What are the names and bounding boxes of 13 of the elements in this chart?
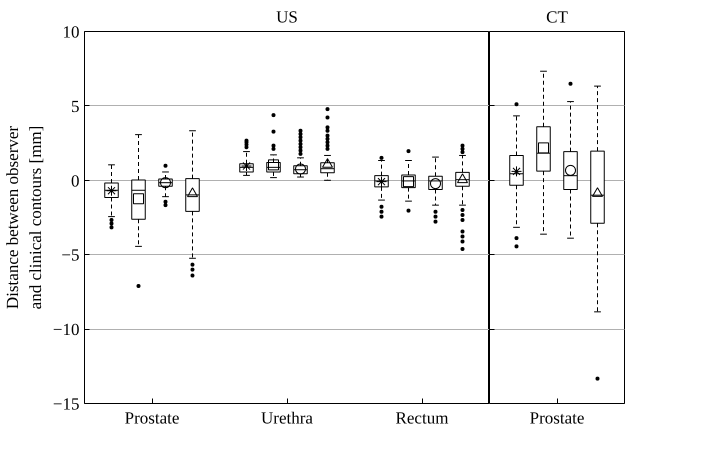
y-axis-title: Distance between observer and clinical contours [mm] [3,126,45,310]
x-tick-label: Urethra [261,408,314,428]
x-tick-label: Prostate [124,408,180,428]
chart-title: US [276,8,298,26]
y-tick-label: −10 [52,320,80,340]
y-tick-label: 10 [62,22,80,42]
chart-title: CT [546,8,568,26]
x-tick-label: Prostate [530,408,584,428]
y-tick-label: −15 [52,394,80,414]
x-tick-label: Rectum [396,408,448,428]
y-tick-label: 0 [71,171,80,190]
y-tick-label: 5 [71,96,80,116]
y-tick-label: −5 [61,246,80,265]
